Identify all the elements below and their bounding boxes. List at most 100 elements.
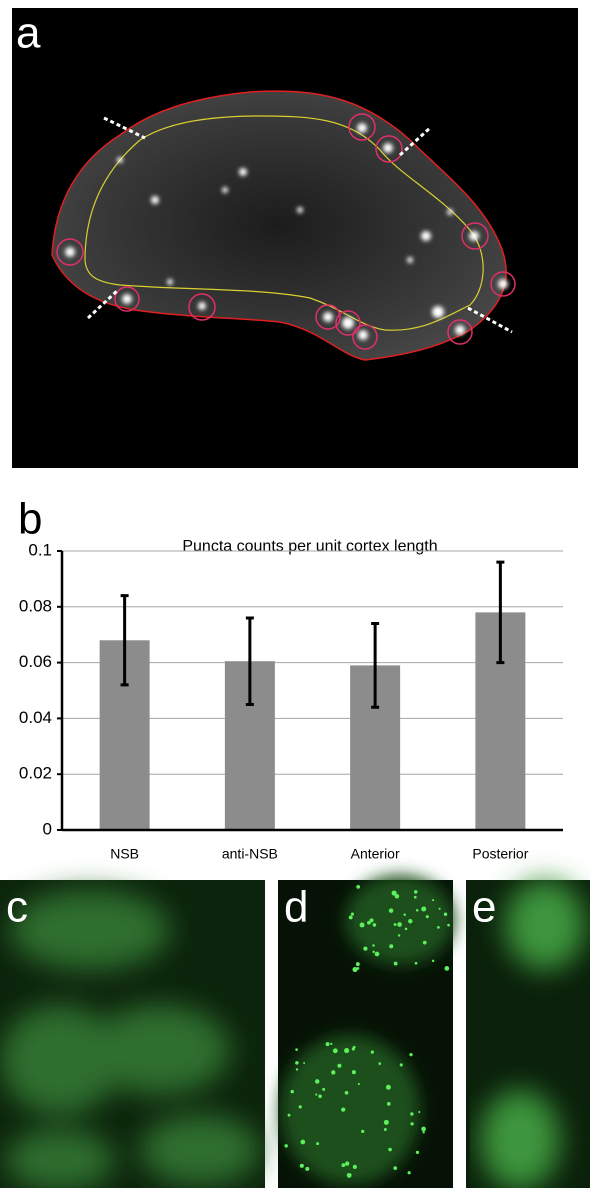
- punctum: [372, 944, 375, 947]
- punctum: [388, 1148, 392, 1152]
- punctum: [414, 890, 418, 894]
- punctum: [326, 1042, 330, 1046]
- punctum: [363, 947, 367, 951]
- punctum: [300, 1140, 305, 1145]
- punctum: [423, 941, 427, 945]
- panel-label: d: [284, 883, 308, 932]
- x-tick-label: Posterior: [472, 846, 528, 862]
- punctum: [318, 1094, 322, 1098]
- punctum: [303, 1062, 305, 1064]
- punctum: [315, 1079, 320, 1084]
- punctum: [296, 1068, 298, 1070]
- punctum: [421, 906, 426, 911]
- punctum: [290, 1090, 293, 1093]
- punctum: [389, 908, 394, 913]
- punctum: [373, 923, 377, 927]
- punctum: [371, 1050, 374, 1053]
- punctum: [345, 1161, 349, 1165]
- punctum: [439, 908, 441, 910]
- punctum: [315, 1094, 317, 1096]
- y-tick-label: 0.08: [19, 596, 52, 615]
- punctum: [384, 1128, 387, 1131]
- punctum: [410, 1122, 413, 1125]
- punctum: [356, 962, 360, 966]
- punctum: [432, 960, 434, 962]
- punctum: [447, 924, 450, 927]
- panel-label: c: [6, 883, 28, 932]
- y-tick-label: 0: [43, 819, 52, 838]
- punctum: [300, 1164, 304, 1168]
- punctum: [409, 1053, 412, 1056]
- panel-a: a: [12, 8, 578, 468]
- punctum: [375, 952, 380, 957]
- punctum: [444, 913, 447, 916]
- y-tick-label: 0.04: [19, 708, 52, 727]
- punctum: [426, 915, 429, 918]
- x-tick-label: anti-NSB: [222, 846, 278, 862]
- punctum: [384, 1120, 389, 1125]
- punctum: [349, 915, 353, 919]
- punctum: [305, 1167, 309, 1171]
- x-tick-label: NSB: [110, 846, 139, 862]
- punctum: [421, 1127, 426, 1132]
- punctum: [405, 928, 408, 931]
- punctum: [432, 899, 434, 901]
- punctum: [356, 885, 360, 889]
- panel-c: c: [0, 880, 265, 1188]
- punctum: [372, 951, 374, 953]
- punctum: [357, 967, 360, 970]
- punctum: [352, 1047, 355, 1050]
- punctum: [444, 966, 449, 971]
- punctum: [386, 1085, 391, 1090]
- panel-label: a: [16, 9, 41, 58]
- punctum: [416, 1151, 419, 1154]
- punctum: [358, 1083, 360, 1085]
- panel-label: e: [472, 883, 496, 932]
- punctum: [416, 909, 419, 912]
- y-tick-label: 0.02: [19, 764, 52, 783]
- punctum: [408, 919, 412, 923]
- x-tick-label: Anterior: [351, 846, 400, 862]
- punctum: [408, 1171, 411, 1174]
- y-tick-label: 0.1: [28, 540, 52, 559]
- punctum: [360, 922, 365, 927]
- punctum: [369, 918, 373, 922]
- punctum: [330, 1043, 332, 1045]
- punctum: [378, 1062, 381, 1065]
- punctum: [333, 1048, 338, 1053]
- punctum: [341, 1163, 345, 1167]
- punctum: [322, 1088, 325, 1091]
- punctum: [331, 1070, 335, 1074]
- punctum: [351, 913, 354, 916]
- punctum: [295, 1048, 298, 1051]
- punctum: [353, 1165, 357, 1169]
- punctum: [397, 922, 402, 927]
- punctum: [398, 934, 400, 936]
- punctum: [361, 1130, 364, 1133]
- punctum: [400, 1063, 403, 1066]
- panel-d: d: [278, 875, 455, 1188]
- punctum: [347, 1173, 352, 1178]
- punctum: [344, 1048, 349, 1053]
- punctum: [418, 1111, 420, 1113]
- punctum: [437, 926, 440, 929]
- punctum: [394, 923, 397, 926]
- punctum: [387, 1102, 391, 1106]
- page: {"panels": {"a": "a", "b": "b", "c": "c"…: [0, 0, 590, 1188]
- punctum: [352, 1070, 356, 1074]
- figure: a b Puncta counts per unit cortex length…: [0, 0, 590, 1188]
- punctum: [422, 1131, 424, 1133]
- punctum: [284, 1144, 287, 1147]
- punctum: [345, 1091, 349, 1095]
- punctum: [299, 1105, 302, 1108]
- punctum: [341, 1108, 345, 1112]
- punctum: [393, 1166, 397, 1170]
- punctum: [316, 1142, 319, 1145]
- punctum: [337, 1064, 341, 1068]
- punctum: [295, 1061, 299, 1065]
- punctum: [410, 1112, 413, 1115]
- punctum: [403, 913, 405, 915]
- punctum: [415, 962, 418, 965]
- punctum: [395, 894, 400, 899]
